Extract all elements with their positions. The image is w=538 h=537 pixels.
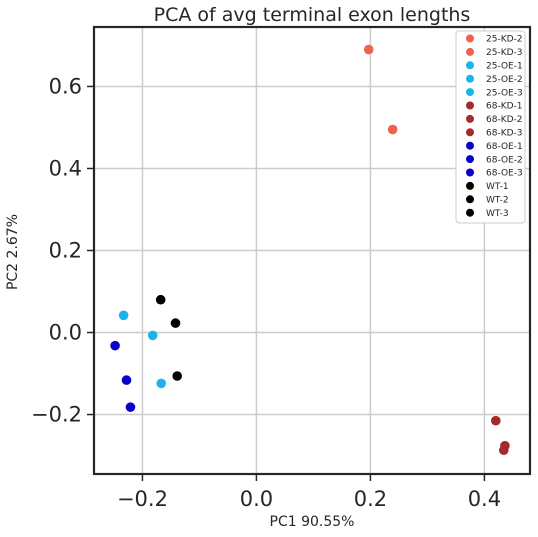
legend-label-68-oe-1: 68-OE-1 — [486, 142, 523, 152]
data-point-wt-3 — [172, 371, 183, 381]
legend-label-68-oe-2: 68-OE-2 — [486, 155, 523, 165]
legend-label-25-oe-2: 25-OE-2 — [486, 75, 523, 85]
data-point-25-oe-2 — [147, 330, 158, 341]
legend-label-wt-1: WT-1 — [486, 182, 509, 192]
legend-marker-68-oe-1 — [466, 141, 474, 150]
y-tick-label: 0.0 — [49, 321, 82, 345]
y-tick-label: 0.4 — [49, 156, 82, 180]
legend-marker-68-kd-1 — [466, 101, 474, 110]
legend-marker-68-kd-2 — [466, 114, 474, 123]
legend-label-25-oe-1: 25-OE-1 — [486, 62, 523, 72]
data-point-wt-1 — [155, 294, 166, 305]
legend-label-25-oe-3: 25-OE-3 — [486, 88, 523, 98]
legend-label-68-oe-3: 68-OE-3 — [486, 169, 523, 179]
data-point-68-kd-3 — [498, 445, 509, 456]
x-tick-label: 0.0 — [240, 487, 273, 511]
data-point-68-oe-1 — [110, 340, 120, 351]
legend-marker-25-oe-1 — [466, 61, 474, 70]
chart-title: PCA of avg terminal exon lengths — [154, 4, 471, 26]
legend-marker-68-oe-2 — [466, 155, 474, 164]
x-tick-label: −0.2 — [117, 487, 168, 511]
legend-label-wt-2: WT-2 — [486, 196, 509, 206]
legend-label-25-kd-3: 25-KD-3 — [486, 48, 523, 58]
legend-marker-68-oe-3 — [466, 168, 474, 177]
legend-marker-25-kd-2 — [466, 34, 474, 43]
data-point-25-oe-1 — [118, 310, 129, 321]
legend-marker-wt-3 — [466, 208, 474, 217]
x-axis-label: PC1 90.55% — [270, 514, 355, 530]
legend-marker-25-oe-2 — [466, 74, 474, 83]
data-point-wt-2 — [170, 318, 181, 328]
legend-label-68-kd-3: 68-KD-3 — [486, 129, 523, 139]
legend-label-wt-3: WT-3 — [486, 209, 509, 219]
y-tick-label: 0.2 — [49, 239, 82, 263]
data-point-68-kd-1 — [491, 415, 501, 426]
y-tick-label: −0.2 — [31, 403, 82, 427]
legend-box — [455, 30, 526, 224]
y-tick-label: 0.6 — [49, 74, 82, 98]
data-point-68-oe-3 — [125, 402, 136, 412]
legend-label-68-kd-2: 68-KD-2 — [486, 115, 523, 125]
legend-marker-wt-2 — [466, 195, 474, 204]
data-point-25-oe-3 — [156, 378, 167, 389]
data-point-68-oe-2 — [121, 375, 132, 385]
x-tick-label: 0.4 — [468, 487, 501, 511]
data-point-25-kd-2 — [363, 44, 374, 55]
legend-label-25-kd-2: 25-KD-2 — [486, 35, 523, 45]
y-axis-label: PC2 2.67% — [5, 214, 21, 290]
legend-marker-25-oe-3 — [466, 88, 474, 97]
legend-label-68-kd-1: 68-KD-1 — [486, 102, 523, 112]
legend: 25-KD-2 25-KD-3 25-OE-1 25-OE-2 25-OE-3 68-KD… — [455, 30, 526, 224]
legend-marker-wt-1 — [466, 181, 474, 190]
data-point-25-kd-3 — [387, 124, 398, 135]
legend-marker-68-kd-3 — [466, 128, 474, 137]
legend-marker-25-kd-3 — [466, 47, 474, 56]
data-points — [110, 44, 510, 456]
x-tick-label: 0.2 — [354, 487, 387, 511]
axis-ticks: −0.2 0.0 0.2 0.4 −0.2 0.0 0.2 0.4 0.6 — [31, 74, 501, 511]
